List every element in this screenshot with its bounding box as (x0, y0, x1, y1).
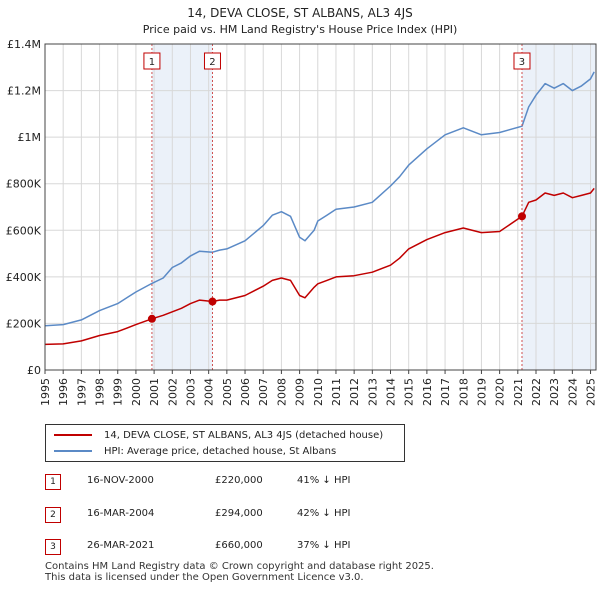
y-tick-label: £1M (18, 131, 42, 144)
x-tick-label: 2021 (512, 378, 525, 406)
legend-item-price: 14, DEVA CLOSE, ST ALBANS, AL3 4JS (deta… (54, 428, 383, 444)
sale-hpi-diff: 37% ↓ HPI (297, 540, 351, 551)
x-tick-label: 2022 (530, 378, 543, 406)
legend-price-line (54, 434, 92, 436)
x-tick-label: 2001 (148, 378, 161, 406)
sale-hpi-diff: 42% ↓ HPI (297, 508, 351, 519)
sale-number-badge: 3 (45, 539, 61, 555)
legend-hpi-line (54, 450, 92, 452)
sale-label-number: 2 (209, 57, 215, 68)
sale-number-badge: 2 (45, 507, 61, 523)
x-tick-label: 2017 (439, 378, 452, 406)
x-tick-label: 2025 (585, 378, 598, 406)
sale-label-box (513, 52, 531, 70)
chart-title: 14, DEVA CLOSE, ST ALBANS, AL3 4JS (187, 6, 413, 20)
sale-label-box (143, 52, 161, 70)
sale-point (517, 212, 526, 221)
sale-label-box (203, 52, 221, 70)
legend-hpi-label: HPI: Average price, detached house, St A… (104, 446, 337, 457)
y-tick-label: £1.4M (7, 38, 41, 51)
x-tick-label: 2005 (221, 378, 234, 406)
x-tick-label: 1998 (94, 378, 107, 406)
x-tick-label: 2002 (166, 378, 179, 406)
sale-price: £660,000 (215, 540, 263, 551)
legend-item-hpi: HPI: Average price, detached house, St A… (54, 444, 336, 460)
x-tick-label: 2013 (366, 378, 379, 406)
y-tick-label: £0 (27, 364, 41, 377)
y-tick-label: £600K (6, 224, 42, 237)
x-tick-label: 2023 (548, 378, 561, 406)
y-tick-label: £1.2M (7, 85, 41, 98)
x-tick-label: 2014 (385, 378, 398, 406)
hpi-line (44, 71, 595, 327)
x-tick-label: 1997 (75, 378, 88, 406)
x-tick-label: 2024 (566, 378, 579, 406)
sale-number-badge: 1 (45, 474, 61, 490)
price-chart: 14, DEVA CLOSE, ST ALBANS, AL3 4JS Price … (6, 6, 598, 406)
price-paid-line (44, 187, 595, 346)
footer-licence: This data is licensed under the Open Gov… (45, 572, 364, 583)
x-tick-label: 1996 (57, 378, 70, 406)
sale-date: 16-NOV-2000 (87, 475, 154, 486)
x-tick-label: 2019 (475, 378, 488, 406)
x-tick-label: 2004 (203, 378, 216, 406)
sale-point (208, 297, 217, 306)
sale-row: 3 26-MAR-2021 £660,000 37% ↓ HPI (45, 537, 565, 557)
footer-copyright: Contains HM Land Registry data © Crown c… (45, 561, 434, 572)
x-tick-label: 2003 (184, 378, 197, 406)
x-tick-label: 2011 (330, 378, 343, 406)
x-tick-label: 2007 (257, 378, 270, 406)
x-tick-label: 2018 (457, 378, 470, 406)
footer-attribution: Contains HM Land Registry data © Crown c… (45, 561, 434, 583)
sale-price: £220,000 (215, 475, 263, 486)
x-tick-label: 2016 (421, 378, 434, 406)
sale-row: 1 16-NOV-2000 £220,000 41% ↓ HPI (45, 472, 565, 492)
sale-label-number: 1 (149, 57, 155, 68)
sale-price: £294,000 (215, 508, 263, 519)
chart-legend: 14, DEVA CLOSE, ST ALBANS, AL3 4JS (deta… (45, 424, 405, 462)
sale-date: 26-MAR-2021 (87, 540, 155, 551)
sale-date: 16-MAR-2004 (87, 508, 155, 519)
shaded-period (151, 44, 213, 370)
sale-point (147, 314, 156, 323)
x-tick-label: 2009 (294, 378, 307, 406)
y-tick-label: £400K (6, 271, 42, 284)
x-tick-label: 2012 (348, 378, 361, 406)
x-tick-label: 2006 (239, 378, 252, 406)
x-tick-label: 1999 (112, 378, 125, 406)
sale-row: 2 16-MAR-2004 £294,000 42% ↓ HPI (45, 505, 565, 525)
shaded-period (521, 44, 596, 370)
y-tick-label: £200K (6, 317, 42, 330)
legend-price-label: 14, DEVA CLOSE, ST ALBANS, AL3 4JS (deta… (104, 430, 384, 441)
x-tick-label: 2008 (275, 378, 288, 406)
x-tick-label: 2020 (494, 378, 507, 406)
sale-hpi-diff: 41% ↓ HPI (297, 475, 351, 486)
y-tick-label: £800K (6, 178, 42, 191)
x-tick-label: 2010 (312, 378, 325, 406)
x-tick-label: 2015 (403, 378, 416, 406)
plot-frame (44, 43, 597, 371)
chart-subtitle: Price paid vs. HM Land Registry's House … (143, 23, 458, 36)
x-tick-label: 1995 (39, 378, 52, 406)
sale-label-number: 3 (519, 57, 525, 68)
x-tick-label: 2000 (130, 378, 143, 406)
